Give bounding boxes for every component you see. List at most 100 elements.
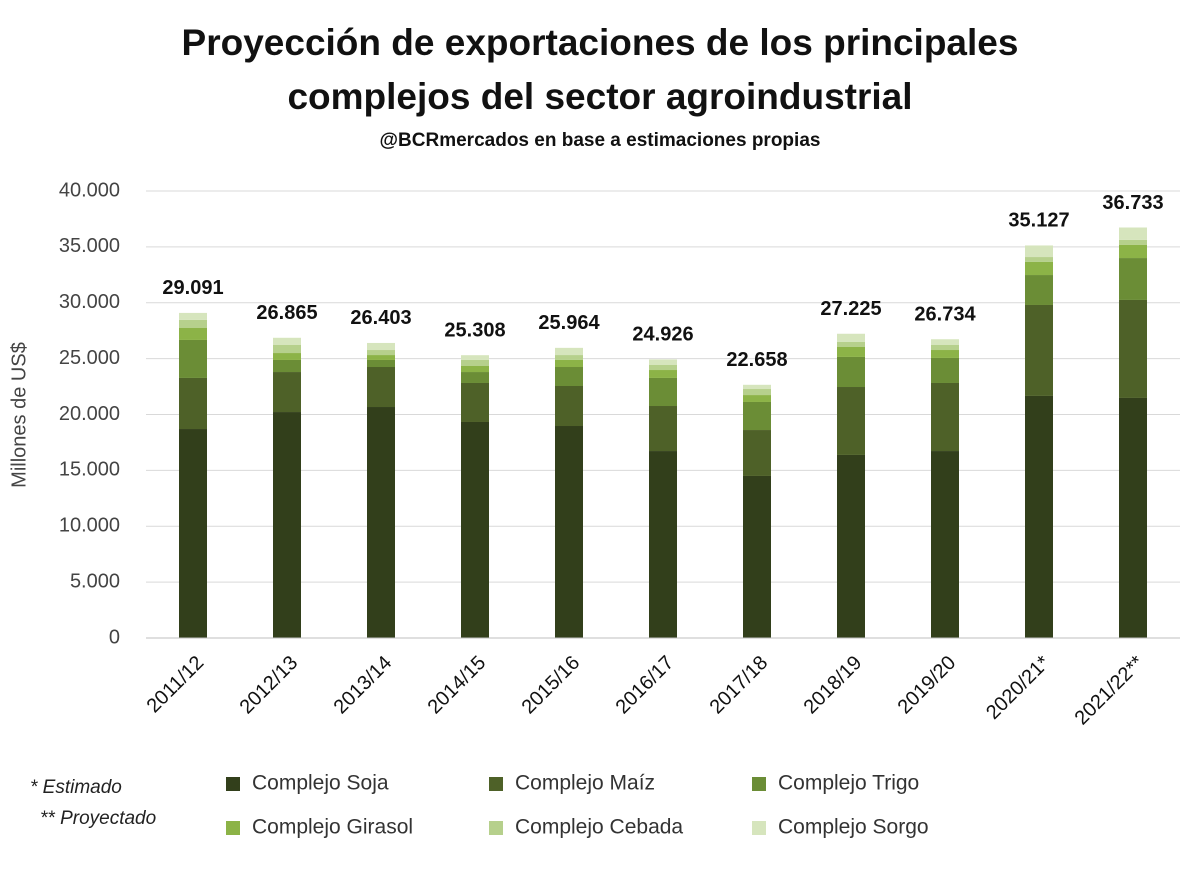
legend-label: Complejo Soja <box>252 772 389 795</box>
bar-segment <box>273 359 301 373</box>
bar-segment <box>649 406 677 452</box>
bar-segment <box>1025 245 1053 258</box>
bar-segment <box>1119 299 1147 398</box>
bar-segment <box>555 426 583 638</box>
bar-segment <box>931 339 959 345</box>
y-tick-label: 5.000 <box>70 570 120 592</box>
bar-segment <box>555 359 583 368</box>
bar-segment <box>555 367 583 387</box>
bar-segment <box>931 350 959 358</box>
bar-segment <box>649 364 677 371</box>
bar-segment <box>179 319 207 329</box>
bar-segment <box>931 382 959 452</box>
legend-swatch <box>489 821 503 835</box>
bar-segment <box>837 333 865 342</box>
bar-segment <box>367 367 395 408</box>
legend-label: Complejo Trigo <box>778 772 919 795</box>
bar-segment <box>179 312 207 320</box>
bar-segment <box>273 412 301 638</box>
bar-segment <box>743 384 771 390</box>
bar-segment <box>1119 227 1147 240</box>
bar-segment <box>743 395 771 402</box>
bar-segment <box>179 328 207 340</box>
total-label: 26.403 <box>350 307 411 329</box>
bar-segment <box>461 359 489 367</box>
chart-title: complejos del sector agroindustrial <box>287 76 912 117</box>
total-label: 24.926 <box>632 324 693 346</box>
bar-segment <box>367 342 395 351</box>
bar-segment <box>555 347 583 356</box>
note: * Estimado <box>30 777 122 798</box>
bar-segment <box>367 355 395 360</box>
bar-segment <box>743 389 771 396</box>
total-label: 29.091 <box>162 277 223 299</box>
bar-segment <box>461 372 489 383</box>
chart-subtitle: @BCRmercados en base a estimaciones prop… <box>380 130 821 151</box>
legend-swatch <box>752 777 766 791</box>
bar-segment <box>461 382 489 422</box>
bar-segment <box>273 337 301 345</box>
bar-segment <box>461 421 489 638</box>
bar-segment <box>179 339 207 378</box>
y-tick-label: 10.000 <box>59 515 120 537</box>
bar-segment <box>367 359 395 368</box>
bar-segment <box>1119 239 1147 245</box>
bar-segment <box>461 355 489 360</box>
total-label: 35.127 <box>1008 210 1069 232</box>
total-label: 27.225 <box>820 298 881 320</box>
bar-segment <box>931 451 959 638</box>
bar-segment <box>1119 244 1147 259</box>
y-tick-label: 0 <box>109 626 120 648</box>
y-tick-label: 35.000 <box>59 235 120 257</box>
legend-swatch <box>752 821 766 835</box>
legend-swatch <box>489 777 503 791</box>
legend-label: Complejo Girasol <box>252 816 413 839</box>
bar-segment <box>837 347 865 357</box>
bar-segment <box>273 353 301 360</box>
bar-segment <box>1025 275 1053 305</box>
bar-segment <box>179 377 207 430</box>
bar-segment <box>931 344 959 351</box>
y-tick-label: 15.000 <box>59 459 120 481</box>
bar-segment <box>1119 258 1147 300</box>
y-tick-label: 30.000 <box>59 291 120 313</box>
bar-segment <box>649 451 677 638</box>
bar-segment <box>837 341 865 348</box>
bar-segment <box>931 357 959 383</box>
total-label: 25.308 <box>444 319 505 341</box>
y-tick-label: 40.000 <box>59 179 120 201</box>
bar-segment <box>555 355 583 360</box>
y-tick-label: 20.000 <box>59 403 120 425</box>
bar-segment <box>555 386 583 427</box>
total-label: 36.733 <box>1102 192 1163 214</box>
bar-segment <box>743 401 771 431</box>
bar-segment <box>1025 395 1053 638</box>
bar-segment <box>1025 257 1053 262</box>
bar-segment <box>179 429 207 638</box>
total-label: 26.734 <box>914 304 976 326</box>
bar-segment <box>743 475 771 638</box>
bar-segment <box>1025 261 1053 276</box>
legend-label: Complejo Cebada <box>515 816 683 839</box>
bar-segment <box>837 356 865 388</box>
legend-swatch <box>226 777 240 791</box>
y-tick-label: 25.000 <box>59 347 120 369</box>
bar-segment <box>837 387 865 455</box>
y-axis-label: Millones de US$ <box>8 342 30 488</box>
bar-segment <box>461 366 489 373</box>
total-label: 22.658 <box>726 349 787 371</box>
note: ** Proyectado <box>40 808 156 829</box>
bar-segment <box>649 370 677 378</box>
bar-segment <box>743 430 771 476</box>
bar-segment <box>367 407 395 638</box>
total-label: 26.865 <box>256 302 317 324</box>
bar-segment <box>649 359 677 365</box>
chart-title: Proyección de exportaciones de los princ… <box>182 22 1019 63</box>
bar-segment <box>273 372 301 413</box>
legend-label: Complejo Maíz <box>515 772 655 795</box>
bar-segment <box>837 454 865 638</box>
total-label: 25.964 <box>538 312 600 334</box>
legend-swatch <box>226 821 240 835</box>
bar-segment <box>1025 304 1053 396</box>
